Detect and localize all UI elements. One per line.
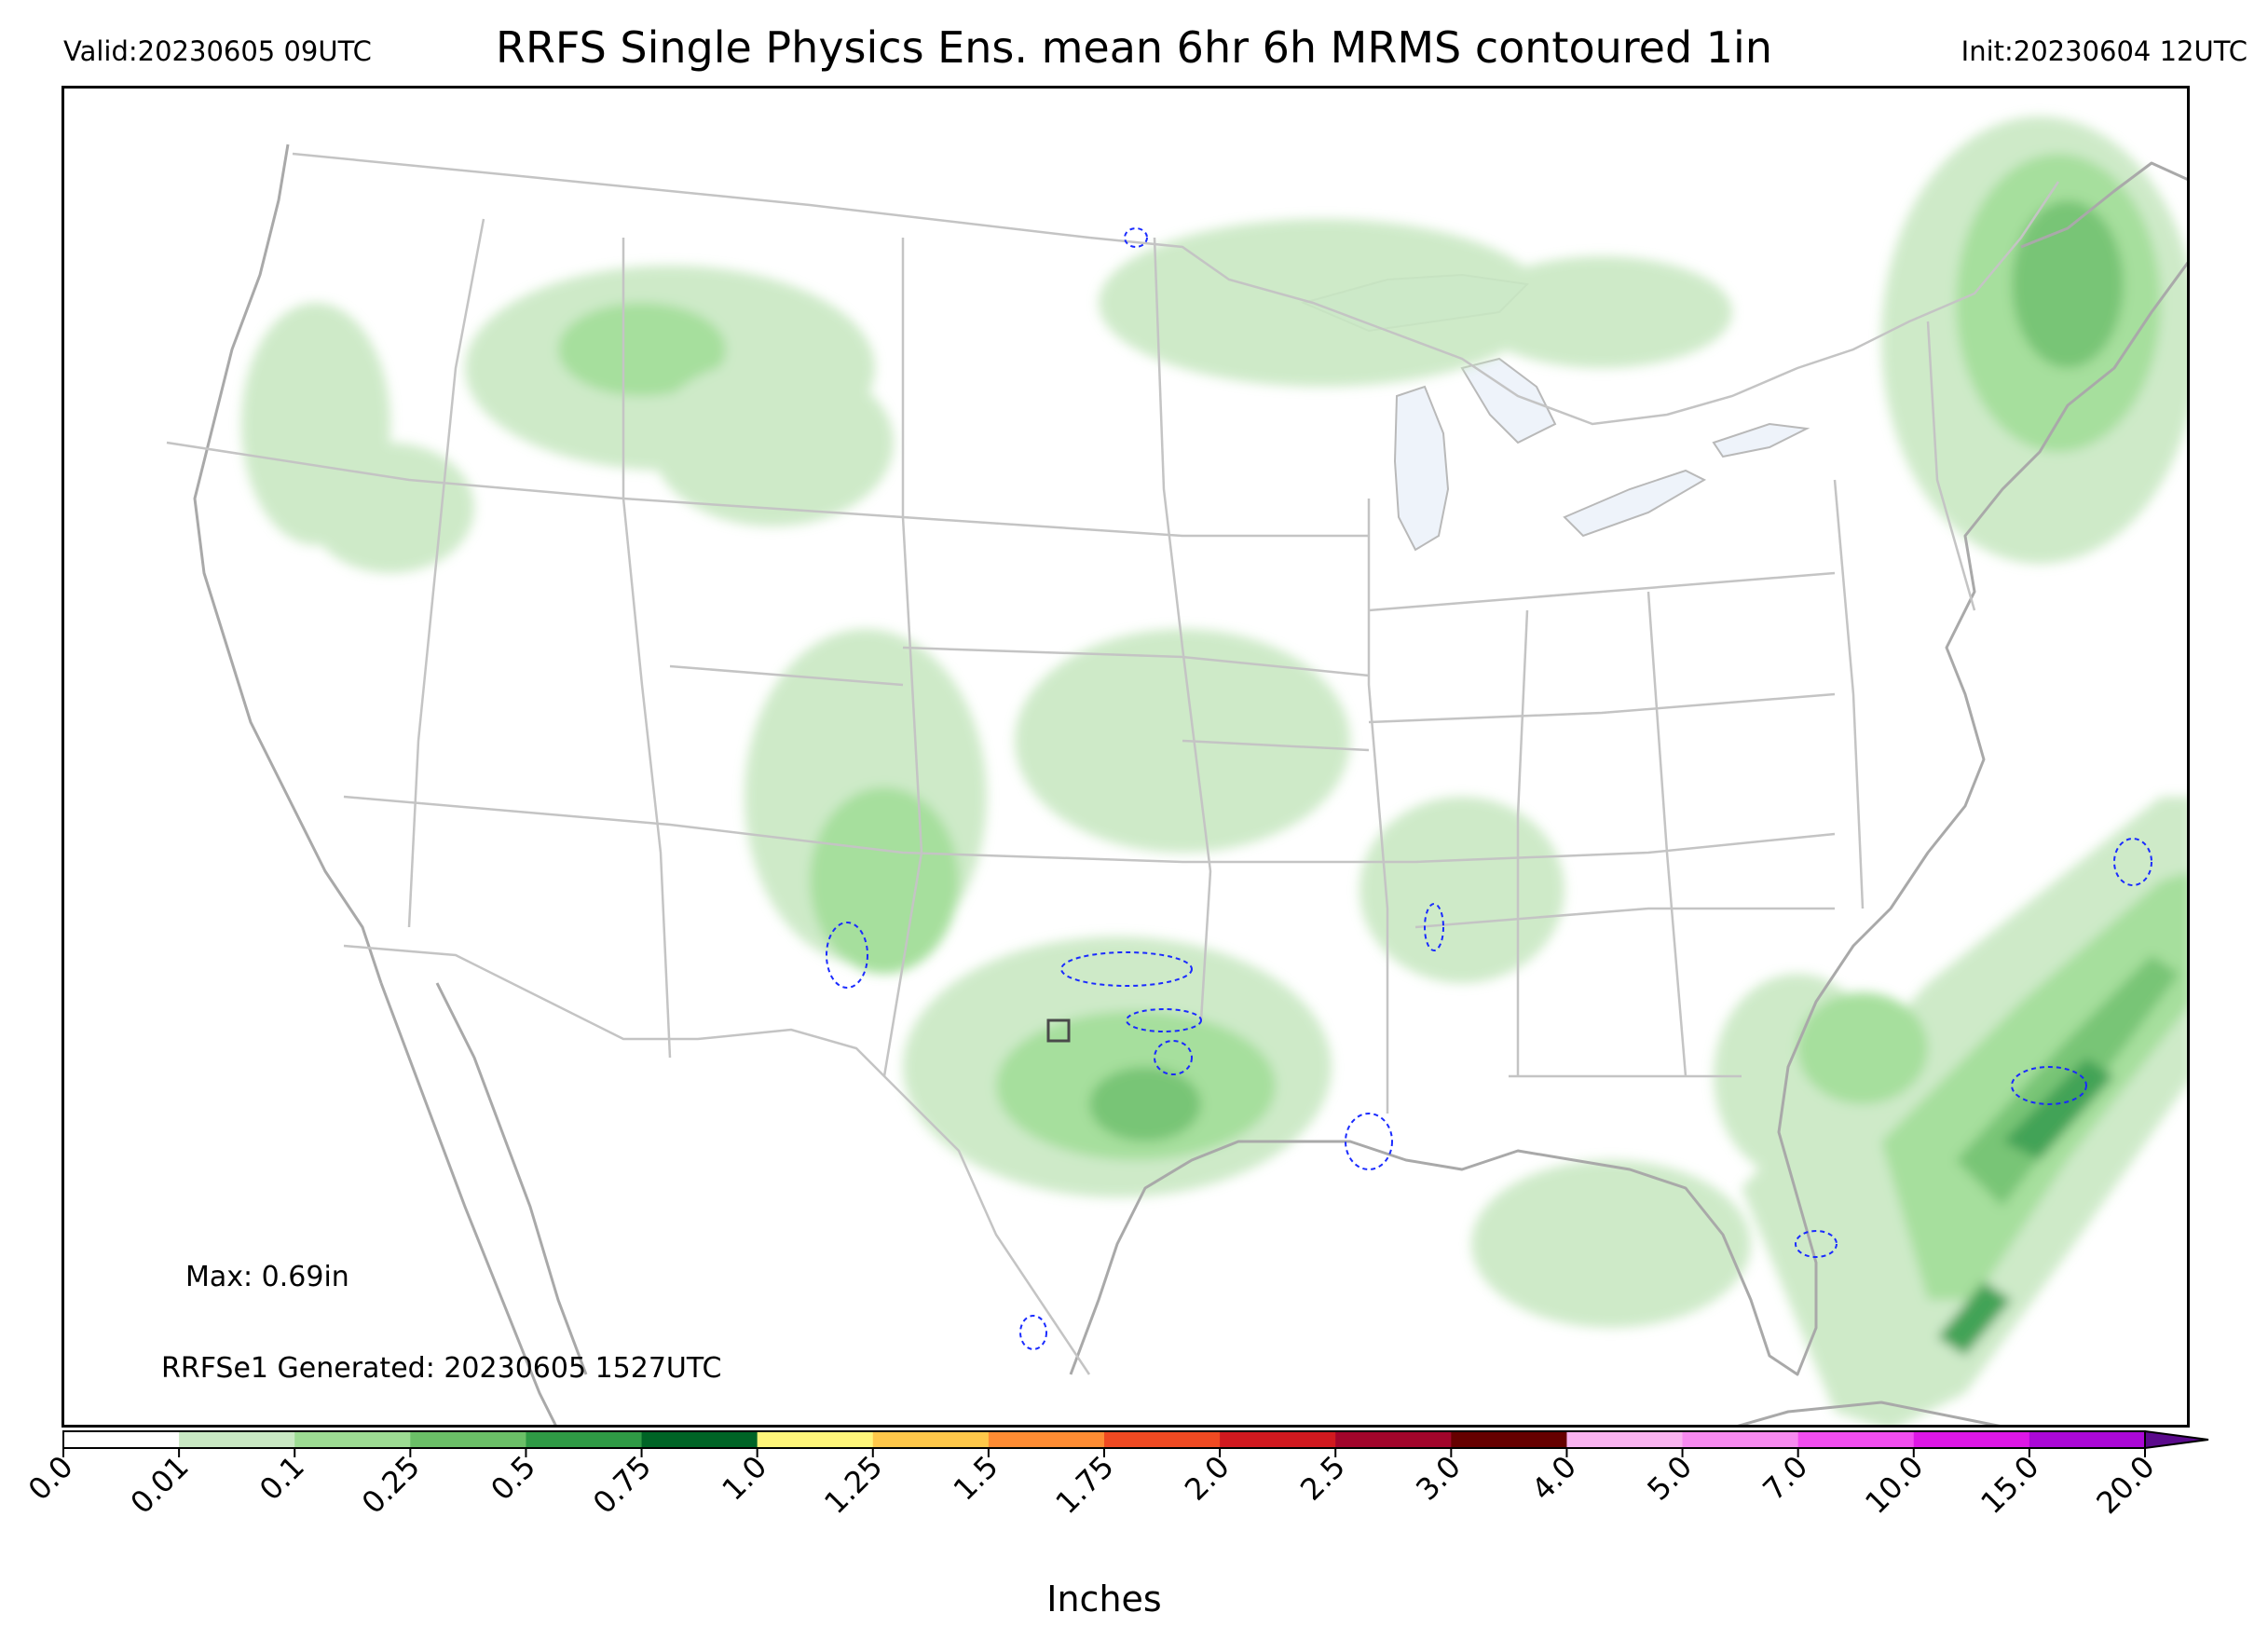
- colorbar-swatch: [1913, 1431, 2030, 1448]
- political-borders: [166, 152, 2060, 1375]
- colorbar-swatch: [1335, 1431, 1452, 1448]
- colorbar-tick-label: 3.0: [1409, 1449, 1468, 1508]
- colorbar-swatch: [1451, 1431, 1567, 1448]
- colorbar-tick-label: 7.0: [1756, 1449, 1814, 1508]
- colorbar-tick-label: 4.0: [1524, 1449, 1583, 1508]
- colorbar-tick-label: 1.0: [715, 1449, 773, 1508]
- colorbar-swatch: [179, 1431, 295, 1448]
- colorbar-tick-label: 0.1: [253, 1449, 311, 1508]
- colorbar-tick-label: 0.01: [124, 1449, 196, 1521]
- colorbar-tick-label: 20.0: [2089, 1449, 2161, 1521]
- mrms-1in-contours: [826, 227, 2152, 1350]
- colorbar-tick-label: 5.0: [1640, 1449, 1699, 1508]
- max-location-box: [1046, 1018, 1071, 1043]
- init-time-label: Init:20230604 12UTC: [1961, 35, 2248, 67]
- colorbar-swatch: [641, 1431, 758, 1448]
- colorbar-swatch: [63, 1431, 180, 1448]
- colorbar-tick-label: 0.5: [484, 1449, 542, 1508]
- colorbar-tick-label: 1.25: [817, 1449, 889, 1521]
- max-value-label: Max: 0.69in: [185, 1261, 349, 1293]
- colorbar-tick-label: 10.0: [1858, 1449, 1930, 1521]
- colorbar-tick-label: 2.0: [1178, 1449, 1236, 1508]
- colorbar-title: Inches: [1046, 1578, 1162, 1620]
- valid-time-label: Valid:20230605 09UTC: [63, 35, 372, 67]
- colorbar-swatch: [2029, 1431, 2146, 1448]
- chart-title: RRFS Single Physics Ens. mean 6hr 6h MRM…: [496, 22, 1772, 73]
- precip-map-svg: [166, 116, 2187, 1425]
- colorbar-tick-label: 1.75: [1048, 1449, 1120, 1521]
- coastlines: [193, 144, 2187, 1425]
- colorbar-swatch: [757, 1431, 874, 1448]
- colorbar-tick-label: 0.0: [21, 1449, 80, 1508]
- map-panel: Max: 0.69in RRFSe1 Generated: 20230605 1…: [61, 86, 2190, 1428]
- colorbar-tick-label: 1.5: [947, 1449, 1005, 1508]
- colorbar-tick-label: 0.25: [355, 1449, 427, 1521]
- colorbar-swatch: [1797, 1431, 1915, 1448]
- colorbar-swatch: [1566, 1431, 1684, 1448]
- colorbar-swatch: [872, 1431, 990, 1448]
- colorbar-swatch: [1104, 1431, 1221, 1448]
- colorbar-extend-arrow: [2144, 1429, 2209, 1450]
- colorbar-swatch: [988, 1431, 1105, 1448]
- colorbar-swatch: [526, 1431, 643, 1448]
- colorbar-swatch: [294, 1431, 411, 1448]
- colorbar-tick-label: 15.0: [1974, 1449, 2045, 1521]
- colorbar-tick-label: 2.5: [1293, 1449, 1352, 1508]
- colorbar-swatch: [1220, 1431, 1336, 1448]
- precip-shading: [241, 116, 2187, 1425]
- generated-timestamp-label: RRFSe1 Generated: 20230605 1527UTC: [161, 1352, 722, 1385]
- colorbar-swatch: [410, 1431, 526, 1448]
- colorbar-swatch: [1682, 1431, 1799, 1448]
- colorbar-tick-label: 0.75: [586, 1449, 658, 1521]
